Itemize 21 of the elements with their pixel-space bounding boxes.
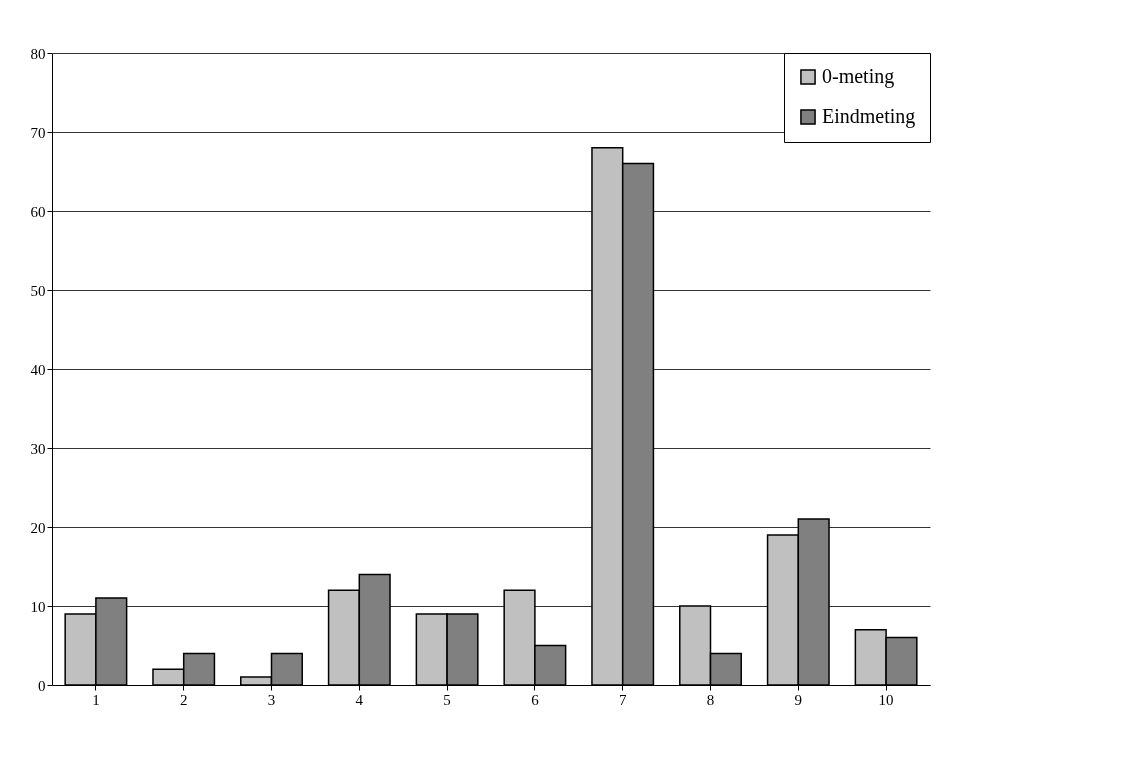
y-tick-label: 50 <box>30 282 46 299</box>
legend-label: Eindmeting <box>822 105 916 128</box>
x-tick-label: 5 <box>443 691 451 708</box>
y-tick-label: 80 <box>30 45 46 62</box>
x-tick-label: 1 <box>92 691 100 708</box>
y-tick-label: 60 <box>30 203 46 220</box>
x-tick-label: 9 <box>794 691 803 708</box>
y-tick-label: 40 <box>30 361 46 378</box>
y-tick-label: 10 <box>30 598 46 615</box>
x-tick-label: 7 <box>618 691 627 708</box>
x-tick-label: 2 <box>179 691 188 708</box>
x-tick-label: 6 <box>531 691 540 708</box>
y-tick-label: 30 <box>30 440 46 457</box>
x-tick-label: 10 <box>878 691 894 708</box>
y-tick-label: 20 <box>30 519 46 536</box>
x-tick-label: 4 <box>355 691 364 708</box>
x-tick-label: 8 <box>706 691 715 708</box>
y-tick-label: 0 <box>38 677 46 694</box>
legend-label: 0-meting <box>822 65 895 88</box>
y-tick-label: 70 <box>30 124 46 141</box>
x-tick-label: 3 <box>267 691 276 708</box>
